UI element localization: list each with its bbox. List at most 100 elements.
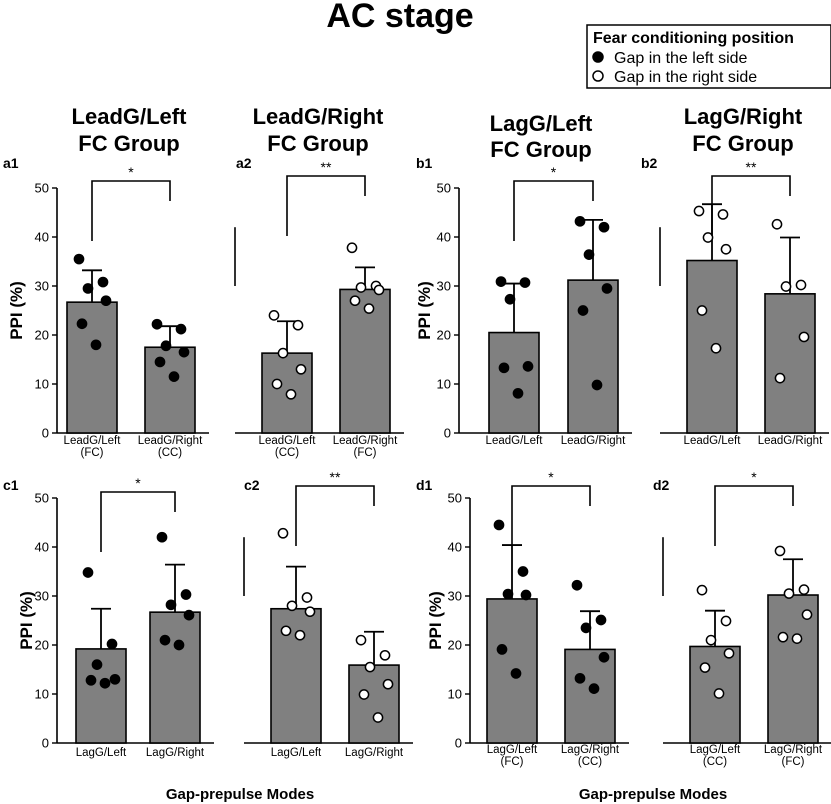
data-point xyxy=(583,249,595,260)
group-title-4-line1: LagG/Right xyxy=(684,104,803,129)
data-point xyxy=(774,545,786,557)
x-axis-title-right: Gap-prepulse Modes xyxy=(579,786,727,803)
data-point xyxy=(355,634,367,646)
category-label: (CC) xyxy=(158,447,182,459)
data-point xyxy=(295,363,307,375)
panel-label: d1 xyxy=(416,477,433,493)
data-point xyxy=(154,356,166,368)
x-axis-titles: Gap-prepulse Modes Gap-prepulse Modes xyxy=(166,786,727,803)
bar xyxy=(567,279,619,434)
legend-item-left: Gap in the left side xyxy=(614,50,748,67)
data-point xyxy=(286,600,298,612)
category-label: (CC) xyxy=(703,756,727,768)
data-point xyxy=(577,305,589,316)
y-tick-label: 0 xyxy=(455,736,462,751)
legend-box xyxy=(586,24,831,89)
category-label: LagG/Left xyxy=(76,747,127,759)
data-point xyxy=(363,303,375,314)
panel-d2: d2 LagG/Left(CC) LagG/Right(FC) * xyxy=(653,469,831,768)
bar xyxy=(66,301,118,434)
y-tick-label: 40 xyxy=(35,230,49,245)
significance-bracket xyxy=(513,180,594,241)
data-point xyxy=(588,683,600,694)
panel-c1: c1 0 10 20 30 40 50 PPI (%) LagG/Left LagG/Right * xyxy=(3,475,214,759)
data-point xyxy=(720,243,732,255)
data-point xyxy=(364,661,376,673)
y-tick-label: 50 xyxy=(35,491,49,506)
data-point xyxy=(502,588,514,600)
data-point xyxy=(372,712,384,723)
y-tick-label: 30 xyxy=(437,279,451,294)
data-point xyxy=(277,527,289,539)
data-point xyxy=(598,221,610,233)
category-label: (CC) xyxy=(275,447,299,459)
group-titles: LeadG/Left FC Group LeadG/Right FC Group… xyxy=(72,104,803,162)
data-point xyxy=(165,599,177,611)
category-label: LagG/Left xyxy=(690,744,741,756)
data-point xyxy=(774,372,786,384)
legend-open-marker xyxy=(592,70,604,82)
significance-label: ** xyxy=(746,159,757,175)
data-point xyxy=(73,253,85,265)
category-label: LeadG/Right xyxy=(758,435,823,447)
data-point xyxy=(717,209,729,220)
significance-label: ** xyxy=(330,469,341,485)
data-point xyxy=(580,622,592,634)
data-point xyxy=(173,639,185,651)
y-tick-label: 10 xyxy=(437,377,451,392)
data-point xyxy=(82,283,94,294)
data-point xyxy=(271,378,283,390)
y-axis-label: PPI (%) xyxy=(17,591,36,650)
category-label: LeadG/Left xyxy=(64,435,122,447)
y-tick-label: 30 xyxy=(35,279,49,294)
significance-label: * xyxy=(751,469,757,485)
category-label: LeadG/Right xyxy=(138,435,203,447)
data-point xyxy=(382,678,394,690)
data-point xyxy=(705,634,717,646)
significance-bracket xyxy=(295,485,375,546)
data-point xyxy=(91,659,103,670)
data-point xyxy=(109,673,121,685)
data-point xyxy=(292,319,304,331)
panel-label: b1 xyxy=(416,155,433,171)
data-point xyxy=(160,340,172,352)
data-point xyxy=(90,339,102,351)
group-title-3-line2: FC Group xyxy=(490,137,591,162)
data-point xyxy=(777,631,789,643)
figure-title: AC stage xyxy=(326,0,473,35)
significance-label: * xyxy=(551,164,557,180)
data-point xyxy=(710,342,722,354)
data-point xyxy=(285,388,297,400)
data-point xyxy=(82,567,94,578)
data-point xyxy=(520,589,532,601)
significance-label: ** xyxy=(321,159,332,175)
y-axis-label: PPI (%) xyxy=(415,281,434,340)
data-point xyxy=(795,279,807,291)
category-label: LagG/Right xyxy=(764,744,823,756)
data-point xyxy=(574,215,586,227)
data-point xyxy=(373,284,385,296)
data-point xyxy=(512,387,524,399)
y-axis-label: PPI (%) xyxy=(426,591,445,650)
y-tick-label: 0 xyxy=(42,736,49,751)
legend-title: Fear conditioning position xyxy=(593,30,794,47)
y-tick-label: 50 xyxy=(448,491,462,506)
panel-label: c2 xyxy=(244,477,260,493)
category-label: LeadG/Left xyxy=(259,435,317,447)
panel-label: b2 xyxy=(641,155,658,171)
category-label: (FC) xyxy=(782,756,805,768)
data-point xyxy=(598,651,610,663)
panel-a1: a1 0 10 20 30 40 50 PPI (%) LeadG/Left(FC) LeadG/… xyxy=(3,155,209,459)
data-point xyxy=(498,362,510,374)
data-point xyxy=(268,310,280,321)
group-title-3-line1: LagG/Left xyxy=(490,111,593,136)
y-tick-label: 0 xyxy=(444,426,451,441)
data-point xyxy=(783,588,795,599)
data-point xyxy=(349,295,361,307)
category-label: LagG/Right xyxy=(561,744,620,756)
data-point xyxy=(168,371,180,382)
category-label: (FC) xyxy=(354,447,377,459)
bar xyxy=(144,346,196,434)
